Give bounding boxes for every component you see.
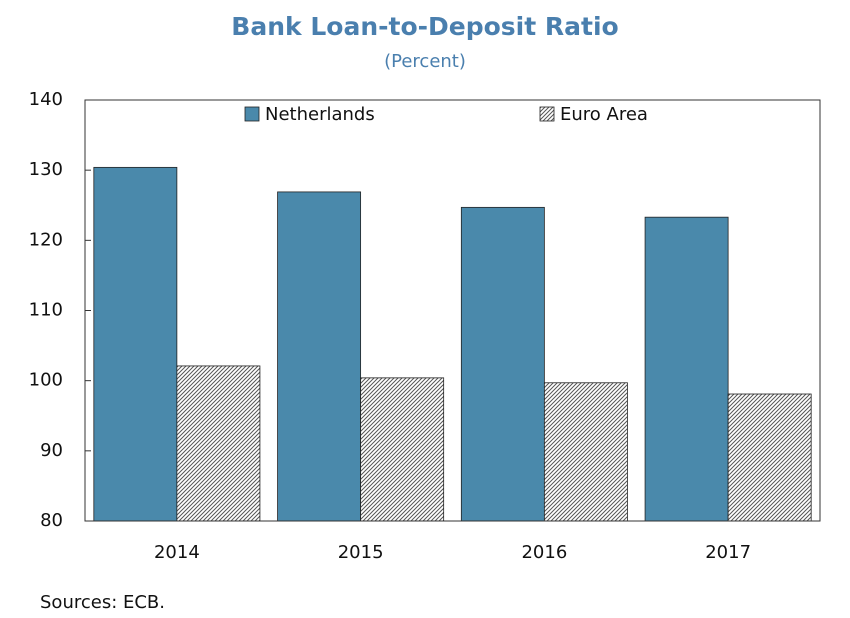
- legend-swatch: [244, 106, 260, 122]
- bar: [543, 382, 628, 522]
- source-note: Sources: ECB.: [40, 592, 165, 613]
- plot-frame: [84, 99, 821, 522]
- y-tick-label: 110: [29, 300, 63, 321]
- bar: [176, 365, 261, 522]
- bar: [644, 216, 729, 522]
- y-tick-label: 120: [29, 229, 63, 250]
- y-tick-label: 140: [29, 89, 63, 110]
- bar: [460, 206, 545, 522]
- chart-title: Bank Loan-to-Deposit Ratio: [231, 12, 618, 41]
- x-tick-label: 2017: [705, 542, 751, 563]
- y-tick-label: 100: [29, 370, 63, 391]
- chart-subtitle: (Percent): [384, 51, 466, 72]
- x-tick-label: 2015: [338, 542, 384, 563]
- y-tick-label: 80: [40, 510, 63, 531]
- legend-label: Netherlands: [265, 104, 375, 125]
- bar: [277, 191, 362, 522]
- bar: [93, 166, 178, 522]
- x-tick-label: 2016: [521, 542, 567, 563]
- x-tick-label: 2014: [154, 542, 200, 563]
- legend-label: Euro Area: [560, 104, 648, 125]
- bar: [727, 393, 812, 522]
- y-tick-label: 130: [29, 159, 63, 180]
- legend-swatch: [539, 106, 555, 122]
- bar: [360, 377, 445, 522]
- y-tick-label: 90: [40, 440, 63, 461]
